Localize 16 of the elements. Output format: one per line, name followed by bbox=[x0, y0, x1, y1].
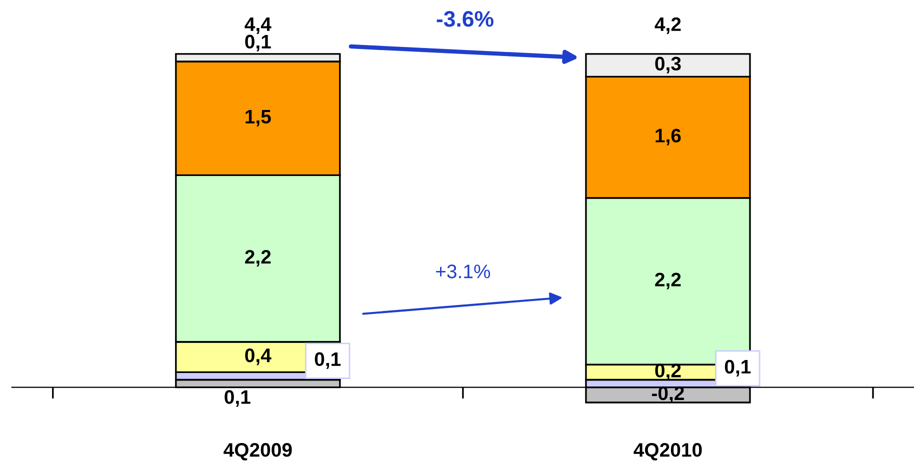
data-label: 0,1 bbox=[724, 360, 751, 376]
data-label: 0,1 bbox=[245, 34, 271, 52]
total-label: 4,2 bbox=[654, 17, 681, 34]
data-label: 2,2 bbox=[245, 250, 271, 267]
data-label: 0,4 bbox=[245, 348, 272, 366]
x-tick-label: 4Q2010 bbox=[634, 443, 702, 460]
data-label: 1,5 bbox=[246, 110, 271, 126]
total-label: 4,4 bbox=[244, 18, 272, 34]
data-label: 2,2 bbox=[655, 272, 681, 290]
data-label: 0,3 bbox=[655, 56, 681, 74]
text: -3.6% bbox=[436, 11, 494, 27]
x-tick-label: 4Q2009 bbox=[224, 443, 292, 460]
data-label: 0,1 bbox=[224, 390, 250, 407]
data-label: 1,6 bbox=[656, 128, 681, 146]
data-label: 0,1 bbox=[314, 352, 341, 369]
annotation: +3.1% bbox=[436, 264, 490, 278]
